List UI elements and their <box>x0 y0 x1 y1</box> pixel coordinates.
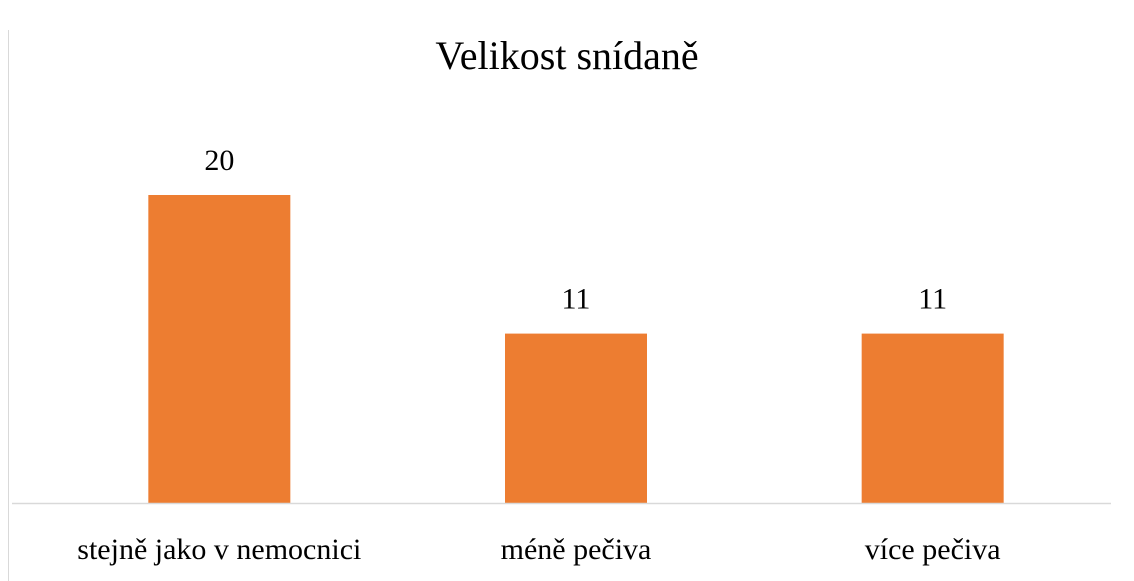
data-label: 20 <box>204 144 234 177</box>
bar <box>861 333 1004 503</box>
data-label: 11 <box>562 282 591 315</box>
bar <box>148 195 291 503</box>
bar <box>505 333 647 503</box>
x-tick-label: stejně jako v nemocnici <box>77 533 361 566</box>
data-label: 11 <box>918 282 947 315</box>
chart-title: Velikost snídaně <box>435 33 698 78</box>
x-tick-label: více pečiva <box>865 533 1001 566</box>
x-tick-label: méně pečiva <box>501 533 652 566</box>
